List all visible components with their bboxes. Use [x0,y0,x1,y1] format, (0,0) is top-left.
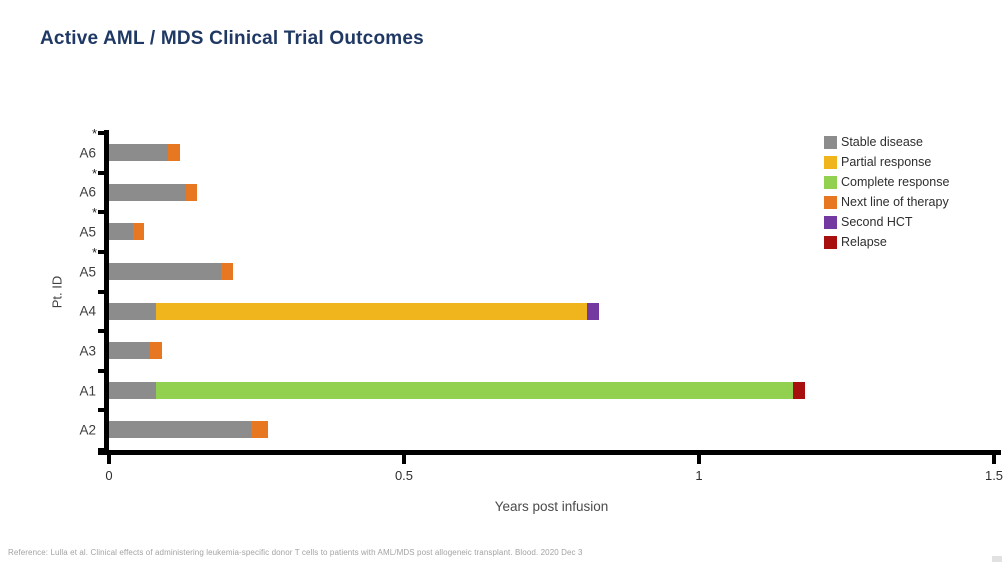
legend-swatch [824,195,837,209]
legend-swatch [824,215,837,229]
outcome-bar [109,183,198,201]
bar-segment [221,262,233,280]
x-axis-tick-label: 0.5 [394,468,414,483]
bar-segment [109,262,222,280]
outcome-bar [109,381,806,399]
significance-asterisk: * [92,244,98,260]
x-axis-title: Years post infusion [494,499,609,514]
bar-segment [109,381,157,399]
legend-swatch [824,175,837,189]
legend-label: Second HCT [841,215,913,229]
y-axis-tick [98,289,105,294]
x-axis-tick-label: 1 [695,468,703,483]
outcome-bar [109,223,145,241]
page-title: Active AML / MDS Clinical Trial Outcomes [40,28,424,49]
y-axis-tick [98,448,105,452]
bar-segment [109,144,168,161]
patient-id-label: A6 [79,145,96,161]
y-axis-tick [98,131,105,135]
legend-swatch [824,235,837,249]
legend-label: Relapse [841,235,887,249]
y-axis-tick [98,408,105,413]
significance-asterisk: * [92,205,98,221]
significance-asterisk: * [92,165,98,181]
legend-swatch [824,135,837,149]
outcome-bar [109,421,269,439]
x-axis-line [98,450,1001,455]
patient-id-label: A2 [79,422,96,438]
patient-id-label: A6 [79,184,96,200]
outcome-bar [109,342,163,360]
outcome-bar [109,144,180,161]
bar-row: * A6 [79,166,994,213]
outcome-bar [109,262,233,280]
x-axis-tick [401,455,406,464]
bar-row: * A6 [79,126,994,173]
bar-row: A3 [79,331,994,371]
y-axis-tick [98,329,105,334]
y-axis-tick [98,249,105,254]
corner-artifact [992,556,1002,562]
chart-legend: Stable disease Partial response Complete r… [824,132,949,252]
bar-segment [250,421,269,439]
patient-id-label: A5 [79,264,96,280]
bar-segment [109,421,251,439]
legend-label: Complete response [841,175,950,189]
bar-segment [109,302,157,320]
legend-label: Partial response [841,155,932,169]
x-axis-tick-label: 0 [105,468,113,483]
bar-segment [109,342,151,360]
legend-row: Second HCT [824,212,949,232]
bar-segment [150,342,163,360]
bar-segment [168,144,180,161]
bar-segment [185,183,198,201]
bar-segment [586,302,599,320]
patient-id-label: A3 [79,343,96,359]
bar-segment [156,381,794,399]
x-axis-tick [696,455,701,464]
y-axis-tick [98,210,105,215]
reference-footnote: Reference: Lulla et al. Clinical effects… [8,548,583,557]
bar-segment [109,183,186,201]
y-axis-tick [98,368,105,373]
legend-row: Partial response [824,152,949,172]
legend-label: Stable disease [841,135,924,149]
patient-id-label: A5 [79,224,96,240]
bar-row: * A5 [79,205,994,252]
bar-segment [109,223,133,241]
outcome-bar [109,302,599,320]
bar-segment [132,223,145,241]
bar-row: A4 [79,292,994,332]
legend-row: Relapse [824,232,949,252]
bar-segment [156,302,587,320]
legend-row: Stable disease [824,132,949,152]
bar-segment [793,381,806,399]
legend-row: Next line of therapy [824,192,949,212]
legend-row: Complete response [824,172,949,192]
y-axis-line [104,130,109,455]
chart-plot-area: Pt. ID Years post infusion * A6 * A6 * A5 * A5 A… [50,126,1004,514]
x-axis-tick [107,455,111,464]
bar-row: A1 [79,371,994,411]
bar-row: * A5 [79,245,994,292]
y-axis-tick [98,170,105,175]
patient-id-label: A4 [79,303,96,319]
significance-asterisk: * [92,126,98,141]
patient-id-label: A1 [79,383,96,399]
legend-label: Next line of therapy [841,195,949,209]
legend-swatch [824,155,837,169]
x-axis-tick-label: 1.5 [984,468,1004,483]
bar-row: A2 [79,410,994,450]
x-axis-tick [992,455,996,464]
